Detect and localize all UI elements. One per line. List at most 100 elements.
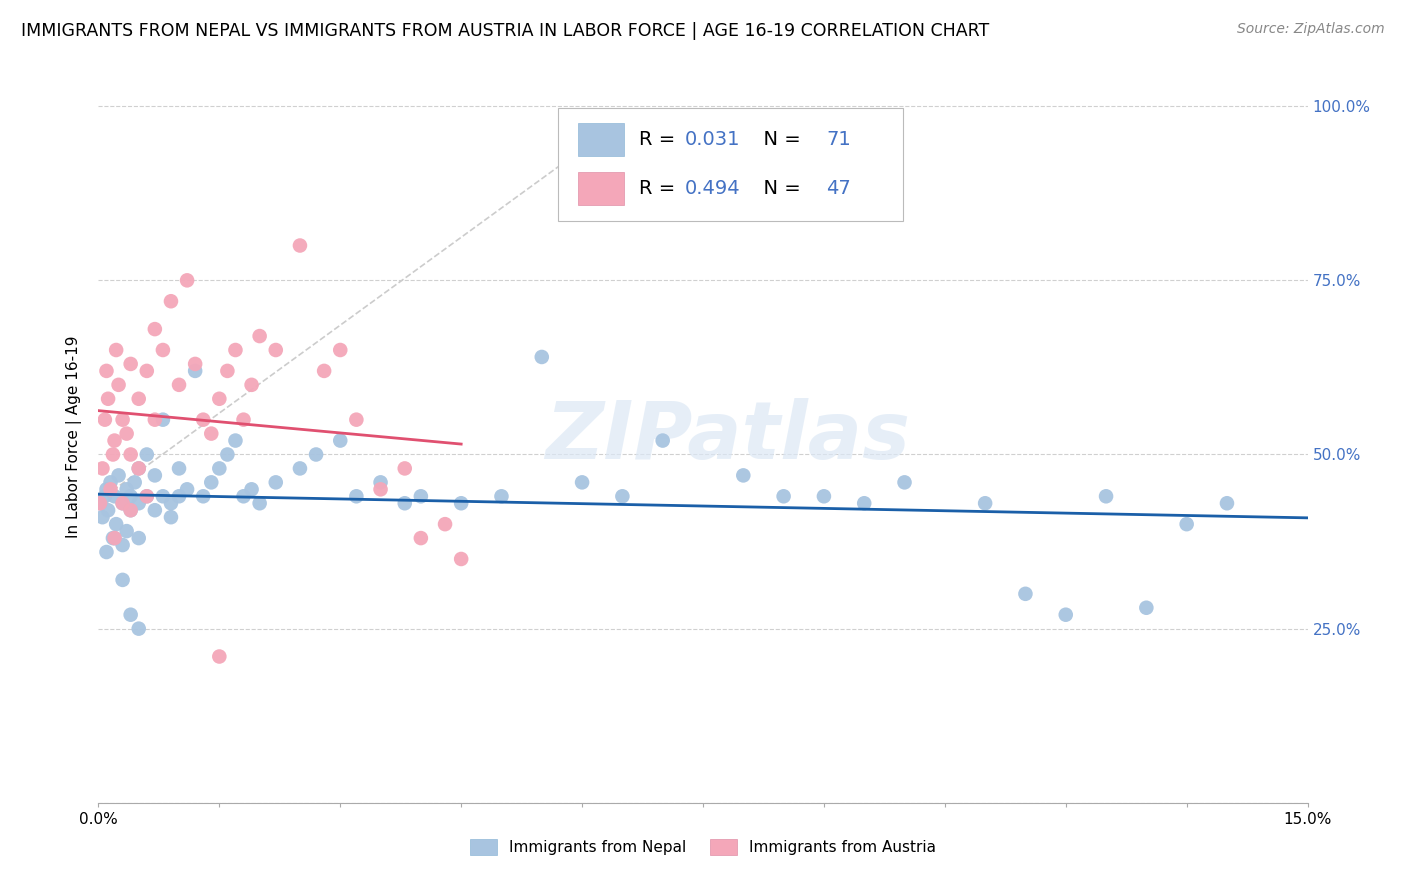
- Point: [89, 496, 111, 510]
- Point: [344, 412, 367, 426]
- Point: [103, 531, 125, 545]
- Point: [143, 503, 166, 517]
- Point: [111, 496, 134, 510]
- Point: [370, 475, 392, 490]
- Point: [450, 552, 472, 566]
- Point: [224, 434, 246, 448]
- Point: [1095, 489, 1118, 503]
- Point: [120, 357, 142, 371]
- Point: [167, 377, 190, 392]
- Point: [288, 461, 311, 475]
- Text: R =: R =: [638, 179, 682, 198]
- Point: [91, 461, 114, 475]
- Point: [111, 573, 134, 587]
- Point: [103, 434, 125, 448]
- Point: [100, 483, 122, 497]
- Point: [120, 489, 142, 503]
- Point: [217, 448, 239, 462]
- Point: [491, 489, 513, 503]
- Point: [135, 489, 157, 503]
- Point: [813, 489, 835, 503]
- Point: [530, 350, 553, 364]
- Point: [772, 489, 794, 503]
- Point: [120, 503, 142, 517]
- Point: [105, 343, 128, 357]
- Point: [120, 448, 142, 462]
- Point: [101, 531, 124, 545]
- Point: [160, 294, 183, 309]
- Point: [249, 496, 271, 510]
- Point: [160, 496, 183, 510]
- Point: [450, 496, 472, 510]
- Point: [124, 475, 146, 490]
- Point: [651, 434, 673, 448]
- Text: ZIPatlas: ZIPatlas: [544, 398, 910, 476]
- Point: [264, 475, 287, 490]
- Point: [103, 489, 125, 503]
- Legend: Immigrants from Nepal, Immigrants from Austria: Immigrants from Nepal, Immigrants from A…: [464, 833, 942, 861]
- Point: [152, 412, 174, 426]
- Point: [394, 496, 416, 510]
- Point: [107, 468, 129, 483]
- Text: N =: N =: [751, 179, 807, 198]
- Point: [1135, 600, 1157, 615]
- Point: [152, 489, 174, 503]
- Point: [115, 483, 138, 497]
- Point: [96, 545, 118, 559]
- Point: [314, 364, 336, 378]
- Point: [240, 377, 263, 392]
- Point: [115, 426, 138, 441]
- Y-axis label: In Labor Force | Age 16-19: In Labor Force | Age 16-19: [66, 335, 83, 539]
- Point: [305, 448, 328, 462]
- Point: [853, 496, 876, 510]
- Point: [1054, 607, 1077, 622]
- Point: [94, 412, 117, 426]
- Point: [107, 377, 129, 392]
- Point: [184, 364, 207, 378]
- Text: 0.031: 0.031: [685, 130, 741, 149]
- Point: [208, 461, 231, 475]
- Point: [167, 461, 190, 475]
- Point: [232, 489, 254, 503]
- Point: [91, 510, 114, 524]
- Point: [96, 364, 118, 378]
- Point: [571, 475, 593, 490]
- Point: [288, 238, 311, 252]
- Point: [240, 483, 263, 497]
- Text: N =: N =: [751, 130, 807, 149]
- Point: [208, 649, 231, 664]
- Text: Source: ZipAtlas.com: Source: ZipAtlas.com: [1237, 22, 1385, 37]
- Point: [974, 496, 997, 510]
- Point: [370, 483, 392, 497]
- Bar: [578, 123, 624, 156]
- Point: [434, 517, 457, 532]
- Point: [120, 503, 142, 517]
- Point: [101, 448, 124, 462]
- Point: [97, 392, 120, 406]
- Point: [329, 343, 352, 357]
- Point: [105, 517, 128, 532]
- Text: 71: 71: [827, 130, 851, 149]
- FancyBboxPatch shape: [558, 108, 903, 221]
- Point: [100, 475, 122, 490]
- Point: [152, 343, 174, 357]
- Point: [409, 531, 432, 545]
- Point: [128, 392, 150, 406]
- Point: [128, 622, 150, 636]
- Point: [344, 489, 367, 503]
- Point: [135, 364, 157, 378]
- Point: [176, 273, 198, 287]
- Point: [733, 468, 755, 483]
- Point: [128, 461, 150, 475]
- Point: [232, 412, 254, 426]
- Point: [111, 496, 134, 510]
- Point: [143, 412, 166, 426]
- Point: [224, 343, 246, 357]
- Point: [111, 538, 134, 552]
- Bar: [578, 172, 624, 205]
- Text: 47: 47: [827, 179, 851, 198]
- Text: IMMIGRANTS FROM NEPAL VS IMMIGRANTS FROM AUSTRIA IN LABOR FORCE | AGE 16-19 CORR: IMMIGRANTS FROM NEPAL VS IMMIGRANTS FROM…: [21, 22, 990, 40]
- Point: [96, 483, 118, 497]
- Point: [103, 531, 125, 545]
- Point: [217, 364, 239, 378]
